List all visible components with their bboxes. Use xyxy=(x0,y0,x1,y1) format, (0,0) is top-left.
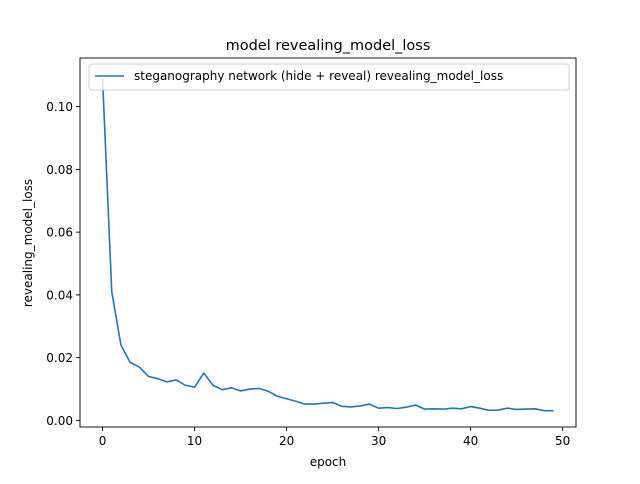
legend: steganography network (hide + reveal) re… xyxy=(88,63,570,91)
x-tick-label: 40 xyxy=(463,434,478,448)
y-tick-label: 0.08 xyxy=(46,163,73,177)
x-tick-label: 10 xyxy=(187,434,202,448)
plot-area-frame xyxy=(79,57,577,428)
y-tick-label: 0.06 xyxy=(46,226,73,240)
y-tick-label: 0.00 xyxy=(46,414,73,428)
x-tick-label: 50 xyxy=(555,434,570,448)
chart-title: model revealing_model_loss xyxy=(226,38,431,54)
x-tick-label: 30 xyxy=(371,434,386,448)
x-axis-label: epoch xyxy=(310,455,347,469)
tick-layer: 0 10 20 30 40 50 0.00 0.02 0.04 0.06 0.08 0.10 xyxy=(46,100,570,448)
y-tick-label: 0.04 xyxy=(46,288,73,302)
series-line xyxy=(101,78,554,412)
y-tick-label: 0.02 xyxy=(46,351,73,365)
x-tick-label: 20 xyxy=(279,434,294,448)
y-axis-label: revealing_model_loss xyxy=(21,179,35,307)
legend-label: steganography network (hide + reveal) re… xyxy=(134,69,503,83)
legend-box xyxy=(88,63,570,91)
y-tick-label: 0.10 xyxy=(46,100,73,114)
x-tick-label: 0 xyxy=(99,434,107,448)
